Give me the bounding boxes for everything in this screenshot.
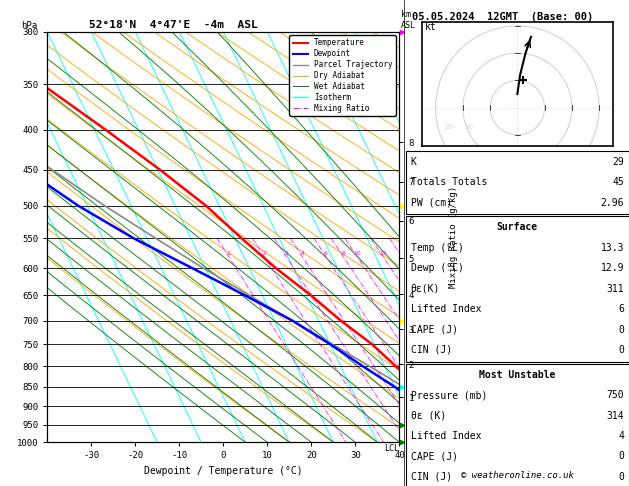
Text: 750: 750: [606, 390, 624, 400]
Text: Lifted Index: Lifted Index: [411, 304, 481, 314]
Y-axis label: Mixing Ratio (g/kg): Mixing Ratio (g/kg): [448, 186, 457, 288]
Text: K: K: [411, 157, 416, 167]
Text: Lifted Index: Lifted Index: [411, 431, 481, 441]
Text: Most Unstable: Most Unstable: [479, 370, 555, 380]
Text: 1: 1: [226, 251, 231, 257]
Text: CIN (J): CIN (J): [411, 472, 452, 482]
Text: 2.96: 2.96: [601, 198, 624, 208]
Text: © weatheronline.co.uk: © weatheronline.co.uk: [461, 471, 574, 480]
Text: Pressure (mb): Pressure (mb): [411, 390, 487, 400]
Text: LCL: LCL: [384, 444, 399, 453]
Text: PW (cm): PW (cm): [411, 198, 452, 208]
Text: Dewp (°C): Dewp (°C): [411, 263, 464, 273]
Text: 10: 10: [464, 124, 473, 130]
Text: CIN (J): CIN (J): [411, 345, 452, 355]
Text: 0: 0: [618, 345, 624, 355]
Text: 3: 3: [284, 251, 288, 257]
Text: CAPE (J): CAPE (J): [411, 451, 458, 461]
Text: 29: 29: [612, 157, 624, 167]
Text: 10: 10: [353, 251, 361, 257]
Text: 314: 314: [606, 411, 624, 420]
Text: θε(K): θε(K): [411, 284, 440, 294]
Text: CAPE (J): CAPE (J): [411, 325, 458, 334]
Text: 0: 0: [618, 325, 624, 334]
Text: 0: 0: [618, 451, 624, 461]
Legend: Temperature, Dewpoint, Parcel Trajectory, Dry Adiabat, Wet Adiabat, Isotherm, Mi: Temperature, Dewpoint, Parcel Trajectory…: [289, 35, 396, 116]
Text: 0: 0: [618, 472, 624, 482]
Text: hPa: hPa: [21, 20, 37, 30]
Text: Surface: Surface: [497, 223, 538, 232]
X-axis label: Dewpoint / Temperature (°C): Dewpoint / Temperature (°C): [144, 466, 303, 476]
Text: 4: 4: [618, 431, 624, 441]
Text: θε (K): θε (K): [411, 411, 446, 420]
Text: 15: 15: [379, 251, 387, 257]
Text: 6: 6: [618, 304, 624, 314]
Text: 8: 8: [342, 251, 345, 257]
Text: 311: 311: [606, 284, 624, 294]
Text: 13.3: 13.3: [601, 243, 624, 253]
Text: 45: 45: [612, 177, 624, 187]
Text: 05.05.2024  12GMT  (Base: 00): 05.05.2024 12GMT (Base: 00): [412, 12, 593, 22]
Text: 2: 2: [262, 251, 266, 257]
Text: km
ASL: km ASL: [401, 10, 416, 30]
Text: Temp (°C): Temp (°C): [411, 243, 464, 253]
Text: 20: 20: [445, 124, 454, 130]
Text: 12.9: 12.9: [601, 263, 624, 273]
Text: 4: 4: [300, 251, 304, 257]
Text: kt: kt: [425, 22, 437, 32]
Text: Totals Totals: Totals Totals: [411, 177, 487, 187]
Text: 52°18'N  4°47'E  -4m  ASL: 52°18'N 4°47'E -4m ASL: [89, 19, 258, 30]
Text: 6: 6: [324, 251, 328, 257]
